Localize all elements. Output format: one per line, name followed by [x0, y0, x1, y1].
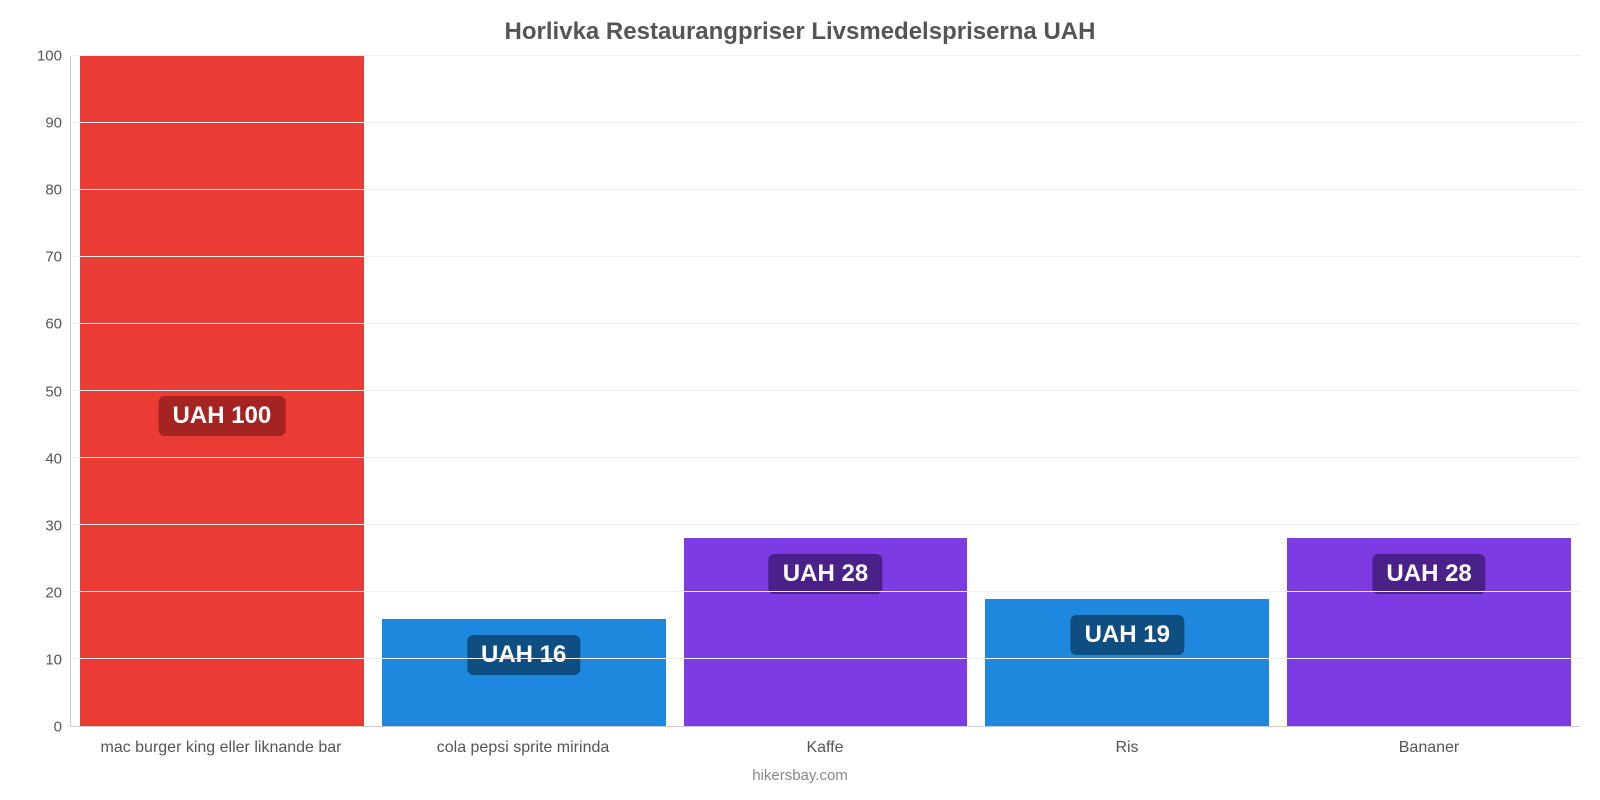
bar-slot: UAH 16 [373, 56, 675, 726]
gridline [71, 256, 1580, 257]
bar-value-label: UAH 28 [1372, 554, 1485, 594]
y-tick: 20 [45, 584, 62, 601]
y-tick: 60 [45, 316, 62, 333]
bar-value-label: UAH 100 [159, 396, 286, 436]
bar: UAH 16 [382, 619, 666, 726]
y-tick: 0 [54, 719, 62, 736]
bar-slot: UAH 28 [675, 56, 977, 726]
x-tick: cola pepsi sprite mirinda [372, 739, 674, 757]
gridline [71, 122, 1580, 123]
bar: UAH 100 [80, 56, 364, 726]
x-tick: Kaffe [674, 739, 976, 757]
gridline [71, 591, 1580, 592]
gridline [71, 524, 1580, 525]
y-tick: 90 [45, 115, 62, 132]
y-tick: 80 [45, 182, 62, 199]
bar-value-label: UAH 19 [1071, 615, 1184, 655]
bar-value-label: UAH 28 [769, 554, 882, 594]
x-tick: Ris [976, 739, 1278, 757]
chart-title: Horlivka Restaurangpriser Livsmedelspris… [0, 0, 1600, 56]
bar: UAH 19 [985, 599, 1269, 726]
y-tick: 100 [37, 48, 62, 65]
y-tick: 50 [45, 383, 62, 400]
bar: UAH 28 [684, 538, 968, 726]
gridline [71, 55, 1580, 56]
bar-value-label: UAH 16 [467, 635, 580, 675]
y-tick: 40 [45, 450, 62, 467]
bar-slot: UAH 28 [1278, 56, 1580, 726]
x-axis: mac burger king eller liknande barcola p… [0, 727, 1600, 757]
y-axis: 0102030405060708090100 [20, 56, 70, 727]
y-tick: 10 [45, 651, 62, 668]
bar-slot: UAH 19 [976, 56, 1278, 726]
plot-wrap: 0102030405060708090100 UAH 100UAH 16UAH … [0, 56, 1600, 727]
gridline [71, 189, 1580, 190]
x-tick: mac burger king eller liknande bar [70, 739, 372, 757]
plot-area: UAH 100 UAH 16 UAH 28 UAH 19 UAH 28 [70, 56, 1580, 727]
chart-footer: hikersbay.com [0, 757, 1600, 800]
bar-slot: UAH 100 [71, 56, 373, 726]
bars-region: UAH 100 UAH 16 UAH 28 UAH 19 UAH 28 [71, 56, 1580, 726]
gridline [71, 390, 1580, 391]
y-tick: 70 [45, 249, 62, 266]
y-tick: 30 [45, 517, 62, 534]
x-tick: Bananer [1278, 739, 1580, 757]
gridline [71, 323, 1580, 324]
chart-container: Horlivka Restaurangpriser Livsmedelspris… [0, 0, 1600, 800]
bar: UAH 28 [1287, 538, 1571, 726]
gridline [71, 457, 1580, 458]
gridline [71, 658, 1580, 659]
